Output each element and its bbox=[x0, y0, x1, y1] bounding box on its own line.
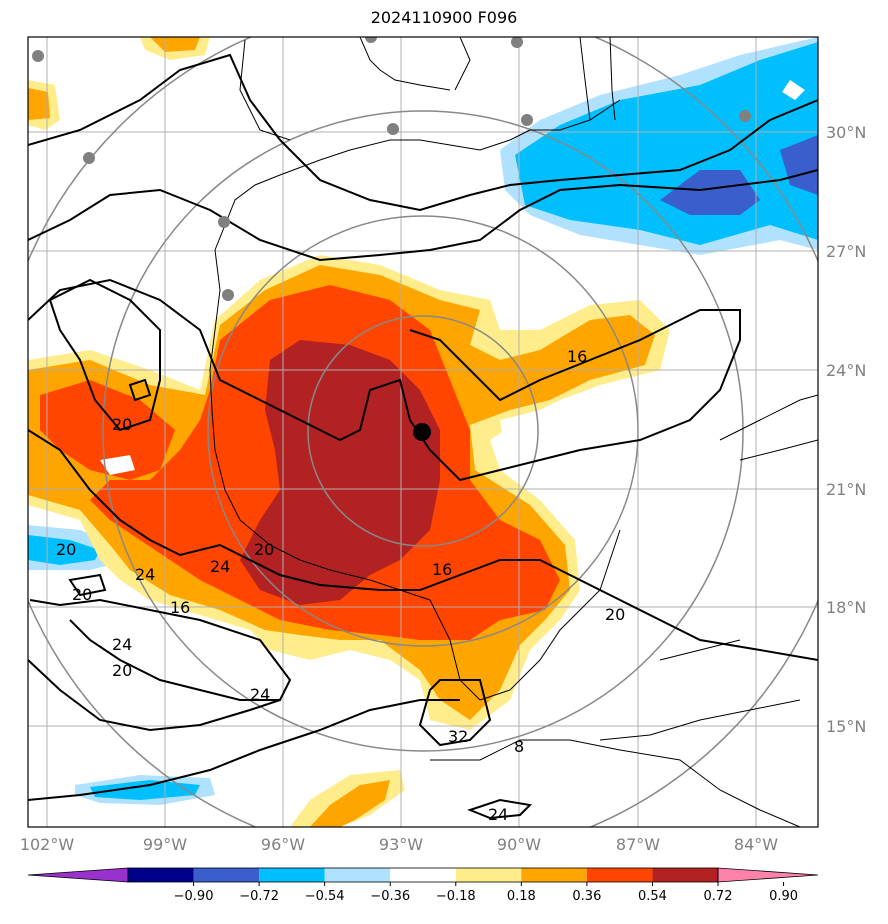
colorbar-frame bbox=[127, 867, 719, 883]
map-panel: 20 20 24 20 16 24 20 16 24 24 20 16 20 3… bbox=[28, 37, 818, 827]
lat-label: 21°N bbox=[826, 480, 866, 499]
colorbar-tick-label: −0.90 bbox=[174, 889, 214, 904]
contour-label: 32 bbox=[448, 727, 468, 746]
lat-label: 30°N bbox=[826, 123, 866, 142]
contour-label: 16 bbox=[432, 560, 452, 579]
negative-anomaly-northeast bbox=[500, 37, 818, 255]
contour-label: 24 bbox=[488, 805, 508, 824]
colorbar-tick-label: 0.36 bbox=[572, 889, 601, 904]
contour-label: 20 bbox=[605, 605, 625, 624]
contour-label: 20 bbox=[72, 585, 92, 604]
colorbar-tick-label: −0.36 bbox=[370, 889, 410, 904]
colorbar-tick-label: 0.54 bbox=[638, 889, 667, 904]
contour-label: 24 bbox=[250, 685, 270, 704]
colorbar-tick-label: −0.54 bbox=[305, 889, 345, 904]
colorbar-tick-label: −0.72 bbox=[239, 889, 279, 904]
colorbar-segment bbox=[521, 868, 587, 882]
colorbar-extend-high bbox=[717, 867, 819, 883]
lon-label: 84°W bbox=[734, 835, 778, 854]
colorbar-segment bbox=[586, 868, 653, 882]
colorbar-tick-label: −0.18 bbox=[436, 889, 476, 904]
station-markers bbox=[32, 37, 751, 301]
contour-label: 20 bbox=[112, 661, 132, 680]
positive-anomaly-south bbox=[28, 37, 405, 827]
contour-label: 24 bbox=[135, 565, 155, 584]
lat-label: 18°N bbox=[826, 598, 866, 617]
contour-label: 24 bbox=[210, 557, 230, 576]
lon-label: 87°W bbox=[616, 835, 660, 854]
positive-anomaly-main bbox=[28, 255, 670, 730]
lat-label: 24°N bbox=[826, 361, 866, 380]
colorbar-segment bbox=[128, 868, 194, 882]
lon-label: 96°W bbox=[261, 835, 305, 854]
map-frame bbox=[27, 36, 819, 828]
height-contours bbox=[28, 53, 818, 820]
contour-label: 16 bbox=[567, 347, 587, 366]
lat-label: 27°N bbox=[826, 242, 866, 261]
colorbar-extend-low bbox=[27, 867, 129, 883]
lon-label: 102°W bbox=[20, 835, 75, 854]
colorbar-segment bbox=[652, 868, 718, 882]
lon-label: 93°W bbox=[379, 835, 423, 854]
colorbar-segment bbox=[390, 868, 456, 882]
contour-label: 20 bbox=[254, 540, 274, 559]
longitude-labels: 102°W 99°W 96°W 93°W 90°W 87°W 84°W bbox=[20, 835, 778, 854]
colorbar-tick-label: 0.18 bbox=[507, 889, 536, 904]
storm-center-marker bbox=[413, 423, 431, 441]
lon-label: 99°W bbox=[143, 835, 187, 854]
contour-label: 16 bbox=[170, 598, 190, 617]
colorbar-segment bbox=[259, 868, 325, 882]
contour-label: 8 bbox=[514, 737, 524, 756]
map-title: 2024110900 F096 bbox=[370, 8, 518, 27]
lat-label: 15°N bbox=[826, 717, 866, 736]
latitude-labels: 30°N 27°N 24°N 21°N 18°N 15°N bbox=[826, 123, 866, 736]
contour-label: 24 bbox=[112, 635, 132, 654]
contour-label: 20 bbox=[56, 540, 76, 559]
colorbar: −0.90 −0.72 −0.54 −0.36 −0.18 0.18 0.36 0.54 0.7… bbox=[27, 867, 819, 904]
colorbar-segment bbox=[455, 868, 522, 882]
lon-label: 90°W bbox=[497, 835, 541, 854]
colorbar-tick-label: 0.72 bbox=[704, 889, 733, 904]
colorbar-segment bbox=[324, 868, 391, 882]
contour-label: 20 bbox=[112, 415, 132, 434]
colorbar-tick-label: 0.90 bbox=[769, 889, 798, 904]
coastlines bbox=[209, 37, 818, 827]
range-rings bbox=[28, 37, 818, 827]
colorbar-segment bbox=[193, 868, 260, 882]
contour-label-group: 20 20 24 20 16 24 20 16 24 24 20 16 20 3… bbox=[56, 347, 625, 824]
